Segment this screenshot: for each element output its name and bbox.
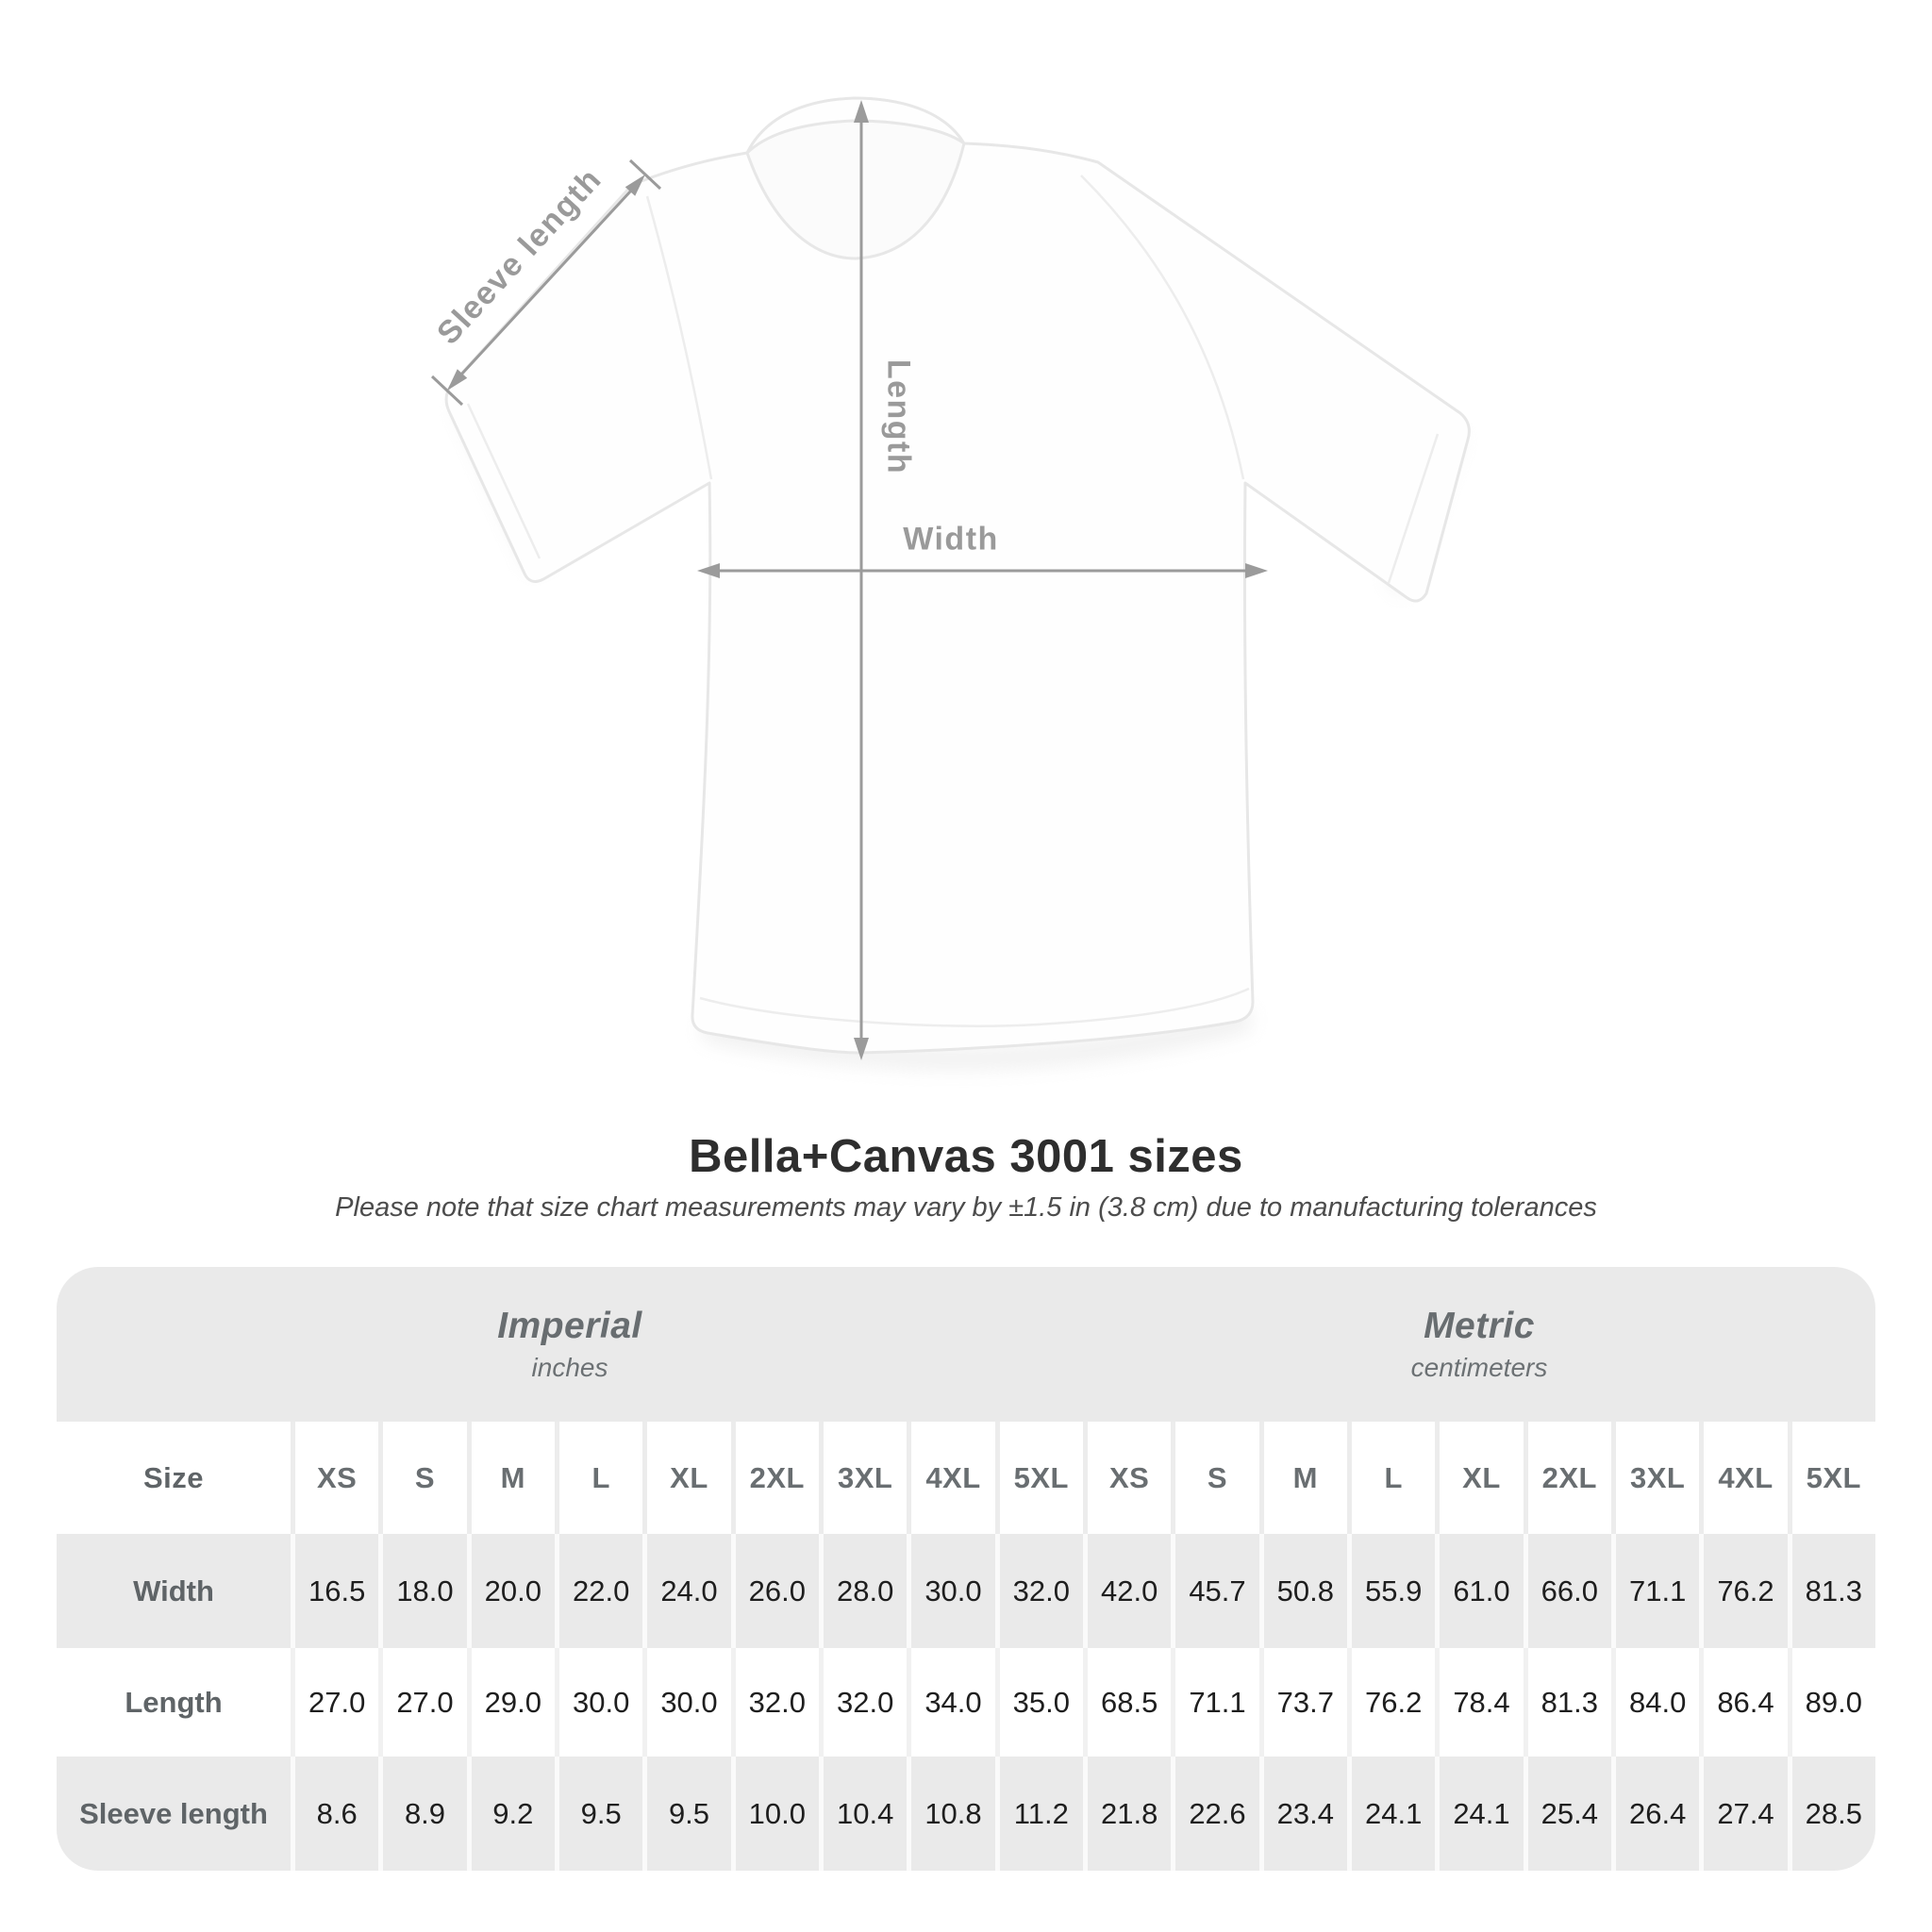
- table-cell: 66.0: [1523, 1534, 1611, 1648]
- table-cell: 26.4: [1611, 1757, 1700, 1871]
- table-cell: 24.1: [1435, 1757, 1524, 1871]
- unit-header-band: Imperial inches Metric centimeters: [57, 1267, 1875, 1422]
- table-cell: 21.8: [1083, 1757, 1172, 1871]
- table-cell: 68.5: [1083, 1648, 1172, 1757]
- table-cell: 9.5: [642, 1757, 731, 1871]
- table-cell: 76.2: [1347, 1648, 1436, 1757]
- table-cell: 32.0: [730, 1648, 819, 1757]
- table-cell: 27.4: [1699, 1757, 1788, 1871]
- table-cell: 30.0: [555, 1648, 643, 1757]
- table-cell: 81.3: [1523, 1648, 1611, 1757]
- tshirt-seams: [466, 175, 1440, 1027]
- table-cell: 84.0: [1611, 1648, 1700, 1757]
- table-cell: 16.5: [291, 1534, 379, 1648]
- row-label: Length: [57, 1648, 291, 1757]
- col-header-2xl-metric: 2XL: [1523, 1422, 1611, 1534]
- col-header-m-imperial: M: [466, 1422, 555, 1534]
- col-header-4xl-imperial: 4XL: [907, 1422, 995, 1534]
- table-cell: 28.0: [819, 1534, 908, 1648]
- row-label: Sleeve length: [57, 1757, 291, 1871]
- col-header-s-metric: S: [1171, 1422, 1259, 1534]
- table-cell: 35.0: [994, 1648, 1083, 1757]
- table-cell: 20.0: [466, 1534, 555, 1648]
- row-label: Width: [57, 1534, 291, 1648]
- imperial-unit: inches: [531, 1353, 608, 1382]
- table-cell: 10.8: [907, 1757, 995, 1871]
- col-header-5xl-imperial: 5XL: [994, 1422, 1083, 1534]
- tshirt-measurement-diagram: Sleeve length Length Width: [430, 96, 1471, 1069]
- table-cell: 76.2: [1699, 1534, 1788, 1648]
- table-cell: 30.0: [907, 1534, 995, 1648]
- table-cell: 11.2: [994, 1757, 1083, 1871]
- table-cell: 86.4: [1699, 1648, 1788, 1757]
- col-header-3xl-imperial: 3XL: [819, 1422, 908, 1534]
- table-cell: 24.1: [1347, 1757, 1436, 1871]
- table-cell: 71.1: [1611, 1534, 1700, 1648]
- table-cell: 10.4: [819, 1757, 908, 1871]
- table-cell: 26.0: [730, 1534, 819, 1648]
- col-header-l-imperial: L: [555, 1422, 643, 1534]
- width-label: Width: [903, 521, 999, 558]
- col-header-l-metric: L: [1347, 1422, 1436, 1534]
- table-cell: 89.0: [1787, 1648, 1875, 1757]
- table-cell: 71.1: [1171, 1648, 1259, 1757]
- col-header-xs-imperial: XS: [291, 1422, 379, 1534]
- imperial-title: Imperial: [497, 1306, 642, 1346]
- metric-unit: centimeters: [1410, 1353, 1548, 1382]
- size-grid: Size XS S M L XL 2XL 3XL 4XL 5XL XS S M L XL 2XL 3XL 4XL 5…: [57, 1422, 1875, 1871]
- table-cell: 78.4: [1435, 1648, 1524, 1757]
- col-header-2xl-imperial: 2XL: [730, 1422, 819, 1534]
- length-label: Length: [880, 358, 917, 475]
- imperial-header: Imperial inches: [57, 1267, 1083, 1422]
- table-cell: 32.0: [994, 1534, 1083, 1648]
- table-cell: 9.5: [555, 1757, 643, 1871]
- table-cell: 22.6: [1171, 1757, 1259, 1871]
- table-cell: 18.0: [378, 1534, 467, 1648]
- table-cell: 32.0: [819, 1648, 908, 1757]
- table-cell: 23.4: [1258, 1757, 1347, 1871]
- table-cell: 50.8: [1258, 1534, 1347, 1648]
- table-cell: 42.0: [1083, 1534, 1172, 1648]
- col-header-xl-metric: XL: [1435, 1422, 1524, 1534]
- table-cell: 81.3: [1787, 1534, 1875, 1648]
- table-cell: 27.0: [291, 1648, 379, 1757]
- table-cell: 24.0: [642, 1534, 731, 1648]
- col-header-5xl-metric: 5XL: [1787, 1422, 1875, 1534]
- tshirt-outline: [444, 96, 1471, 1055]
- metric-title: Metric: [1424, 1306, 1535, 1346]
- sleeve-length-arrow: [430, 158, 662, 407]
- table-cell: 25.4: [1523, 1757, 1611, 1871]
- table-cell: 61.0: [1435, 1534, 1524, 1648]
- col-header-xl-imperial: XL: [642, 1422, 731, 1534]
- table-cell: 73.7: [1258, 1648, 1347, 1757]
- table-cell: 55.9: [1347, 1534, 1436, 1648]
- page-subtitle: Please note that size chart measurements…: [335, 1192, 1597, 1223]
- table-cell: 34.0: [907, 1648, 995, 1757]
- col-header-s-imperial: S: [378, 1422, 467, 1534]
- table-cell: 29.0: [466, 1648, 555, 1757]
- metric-header: Metric centimeters: [1083, 1267, 1875, 1422]
- col-header-4xl-metric: 4XL: [1699, 1422, 1788, 1534]
- col-header-m-metric: M: [1258, 1422, 1347, 1534]
- table-cell: 10.0: [730, 1757, 819, 1871]
- table-cell: 9.2: [466, 1757, 555, 1871]
- page-title: Bella+Canvas 3001 sizes: [689, 1131, 1243, 1182]
- table-cell: 22.0: [555, 1534, 643, 1648]
- size-column-header: Size: [57, 1422, 291, 1534]
- length-arrow: [854, 100, 869, 1060]
- table-cell: 30.0: [642, 1648, 731, 1757]
- tshirt-graphic: [430, 96, 1471, 1069]
- col-header-3xl-metric: 3XL: [1611, 1422, 1700, 1534]
- table-cell: 8.6: [291, 1757, 379, 1871]
- col-header-xs-metric: XS: [1083, 1422, 1172, 1534]
- table-cell: 27.0: [378, 1648, 467, 1757]
- table-cell: 28.5: [1787, 1757, 1875, 1871]
- width-arrow: [697, 563, 1268, 578]
- size-table: Imperial inches Metric centimeters Size X…: [57, 1267, 1875, 1871]
- table-cell: 8.9: [378, 1757, 467, 1871]
- table-cell: 45.7: [1171, 1534, 1259, 1648]
